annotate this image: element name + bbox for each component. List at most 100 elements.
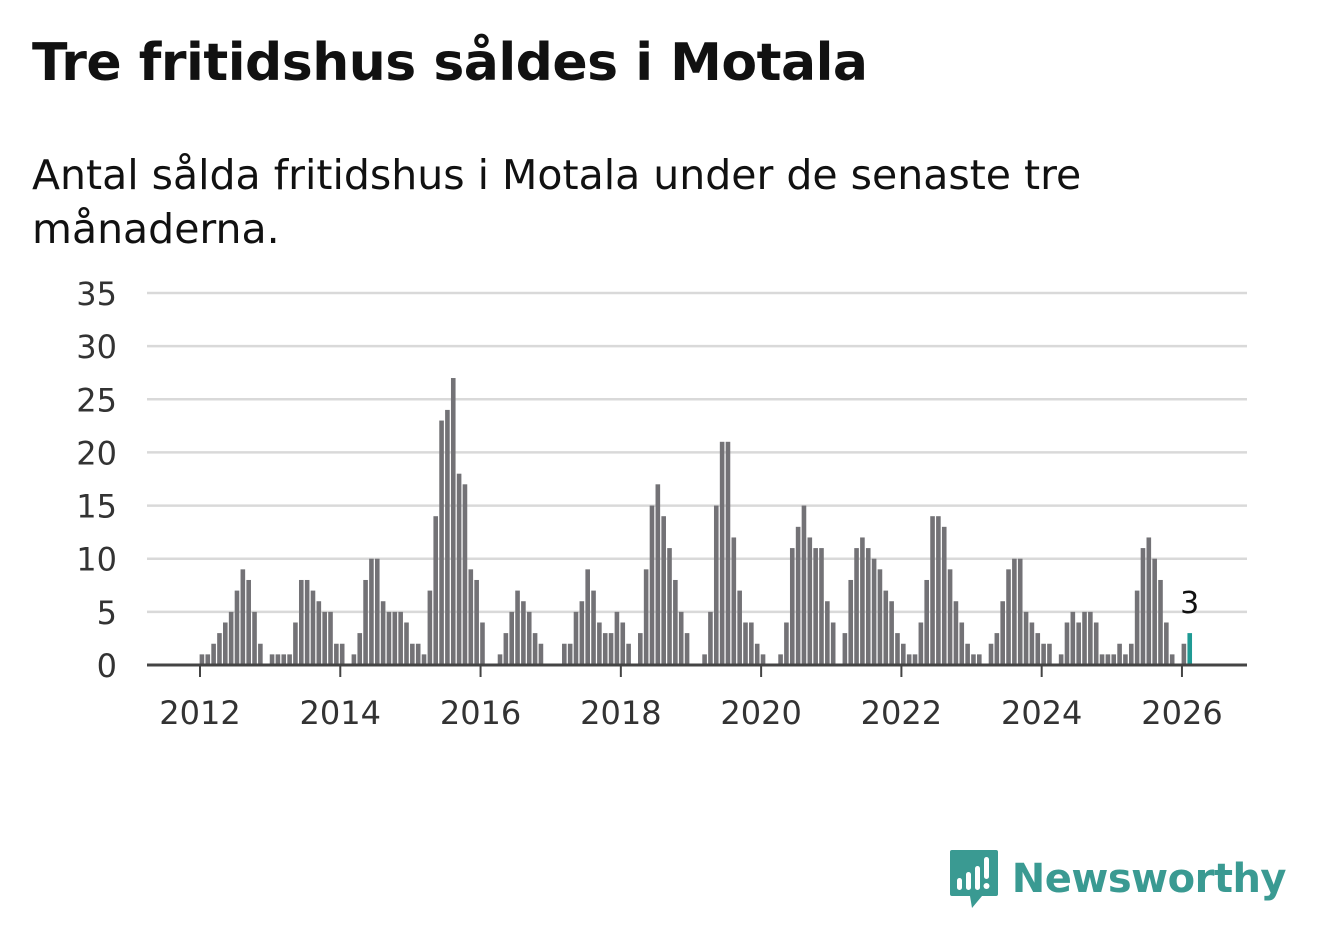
bar-highlight: [1187, 633, 1193, 665]
bar: [386, 611, 392, 665]
bar: [1140, 548, 1146, 665]
bar: [947, 569, 953, 665]
bar: [848, 579, 854, 665]
bar: [474, 579, 479, 665]
bar: [234, 590, 240, 665]
bar: [684, 633, 690, 665]
bar: [374, 558, 380, 665]
bar: [211, 643, 216, 665]
bar: [784, 622, 789, 665]
bar: [579, 601, 585, 665]
y-tick-label: 15: [76, 488, 117, 526]
bar: [404, 622, 409, 665]
bar: [883, 590, 889, 665]
bar: [240, 569, 246, 665]
bar: [702, 654, 707, 665]
bar: [246, 579, 251, 665]
bar: [585, 569, 590, 665]
y-tick-label: 0: [97, 647, 117, 685]
bar: [667, 548, 672, 665]
bar: [760, 654, 766, 665]
x-tick-label: 2012: [159, 694, 240, 732]
bar: [655, 484, 661, 665]
bar: [1123, 654, 1128, 665]
bar: [322, 611, 327, 665]
bar: [363, 579, 368, 665]
x-tick-label: 2016: [440, 694, 521, 732]
bar: [865, 548, 871, 665]
bar: [1181, 643, 1187, 665]
chart-subtitle: Antal sålda fritidshus i Motala under de…: [32, 151, 1082, 253]
x-axis: [147, 663, 1247, 677]
annotation-label: 3: [1180, 586, 1199, 621]
bar: [830, 622, 836, 665]
x-tick-label: 2014: [300, 694, 381, 732]
gridlines: [147, 291, 1247, 614]
bar: [901, 643, 906, 665]
bar: [532, 633, 538, 665]
bar: [293, 622, 298, 665]
bar: [731, 537, 737, 665]
bar: [480, 622, 485, 665]
bar: [941, 526, 947, 665]
bar: [1041, 643, 1046, 665]
bar: [661, 516, 666, 665]
bar: [614, 611, 620, 665]
bar: [316, 601, 322, 665]
bar: [562, 643, 567, 665]
y-tick-label: 5: [97, 594, 117, 632]
bar: [638, 633, 643, 665]
bar: [427, 590, 433, 665]
bar: [1158, 579, 1163, 665]
x-tick-label: 2020: [720, 694, 801, 732]
bar: [515, 590, 520, 665]
bar: [795, 526, 801, 665]
bar: [392, 611, 398, 665]
bar: [620, 622, 626, 665]
bar: [871, 558, 877, 665]
bar: [1152, 558, 1157, 665]
bar: [398, 611, 403, 665]
bar: [778, 654, 783, 665]
bar: [1169, 654, 1175, 665]
bar: [626, 643, 631, 665]
bar: [456, 473, 462, 665]
bar: [415, 643, 421, 665]
y-tick-label: 10: [76, 541, 117, 579]
bar: [813, 548, 818, 665]
x-tick-label: 2022: [861, 694, 942, 732]
bar: [678, 611, 684, 665]
bar: [252, 611, 257, 665]
bar: [1088, 611, 1093, 665]
bar: [994, 633, 1000, 665]
bar: [1017, 558, 1023, 665]
bar: [439, 420, 444, 665]
bar: [930, 516, 935, 665]
bar: [1023, 611, 1029, 665]
bar: [877, 569, 883, 665]
bar: [1111, 654, 1117, 665]
newsworthy-logo-icon: [949, 850, 998, 908]
bar: [217, 633, 222, 665]
bar: [1047, 643, 1052, 665]
y-tick-label: 35: [76, 275, 117, 313]
bar: [959, 622, 965, 665]
brand-name: Newsworthy: [1011, 856, 1287, 902]
bars: [199, 378, 1193, 665]
bar: [965, 643, 970, 665]
bar: [258, 643, 263, 665]
x-tick-label: 2026: [1141, 694, 1222, 732]
bar: [281, 654, 287, 665]
bar: [410, 643, 415, 665]
bar: [1058, 654, 1064, 665]
bar: [743, 622, 748, 665]
bar: [1093, 622, 1099, 665]
bar: [936, 516, 941, 665]
bar: [334, 643, 339, 665]
bar: [1082, 611, 1087, 665]
bar: [1012, 558, 1017, 665]
bar: [889, 601, 894, 665]
bar: [1070, 611, 1076, 665]
bar: [971, 654, 976, 665]
